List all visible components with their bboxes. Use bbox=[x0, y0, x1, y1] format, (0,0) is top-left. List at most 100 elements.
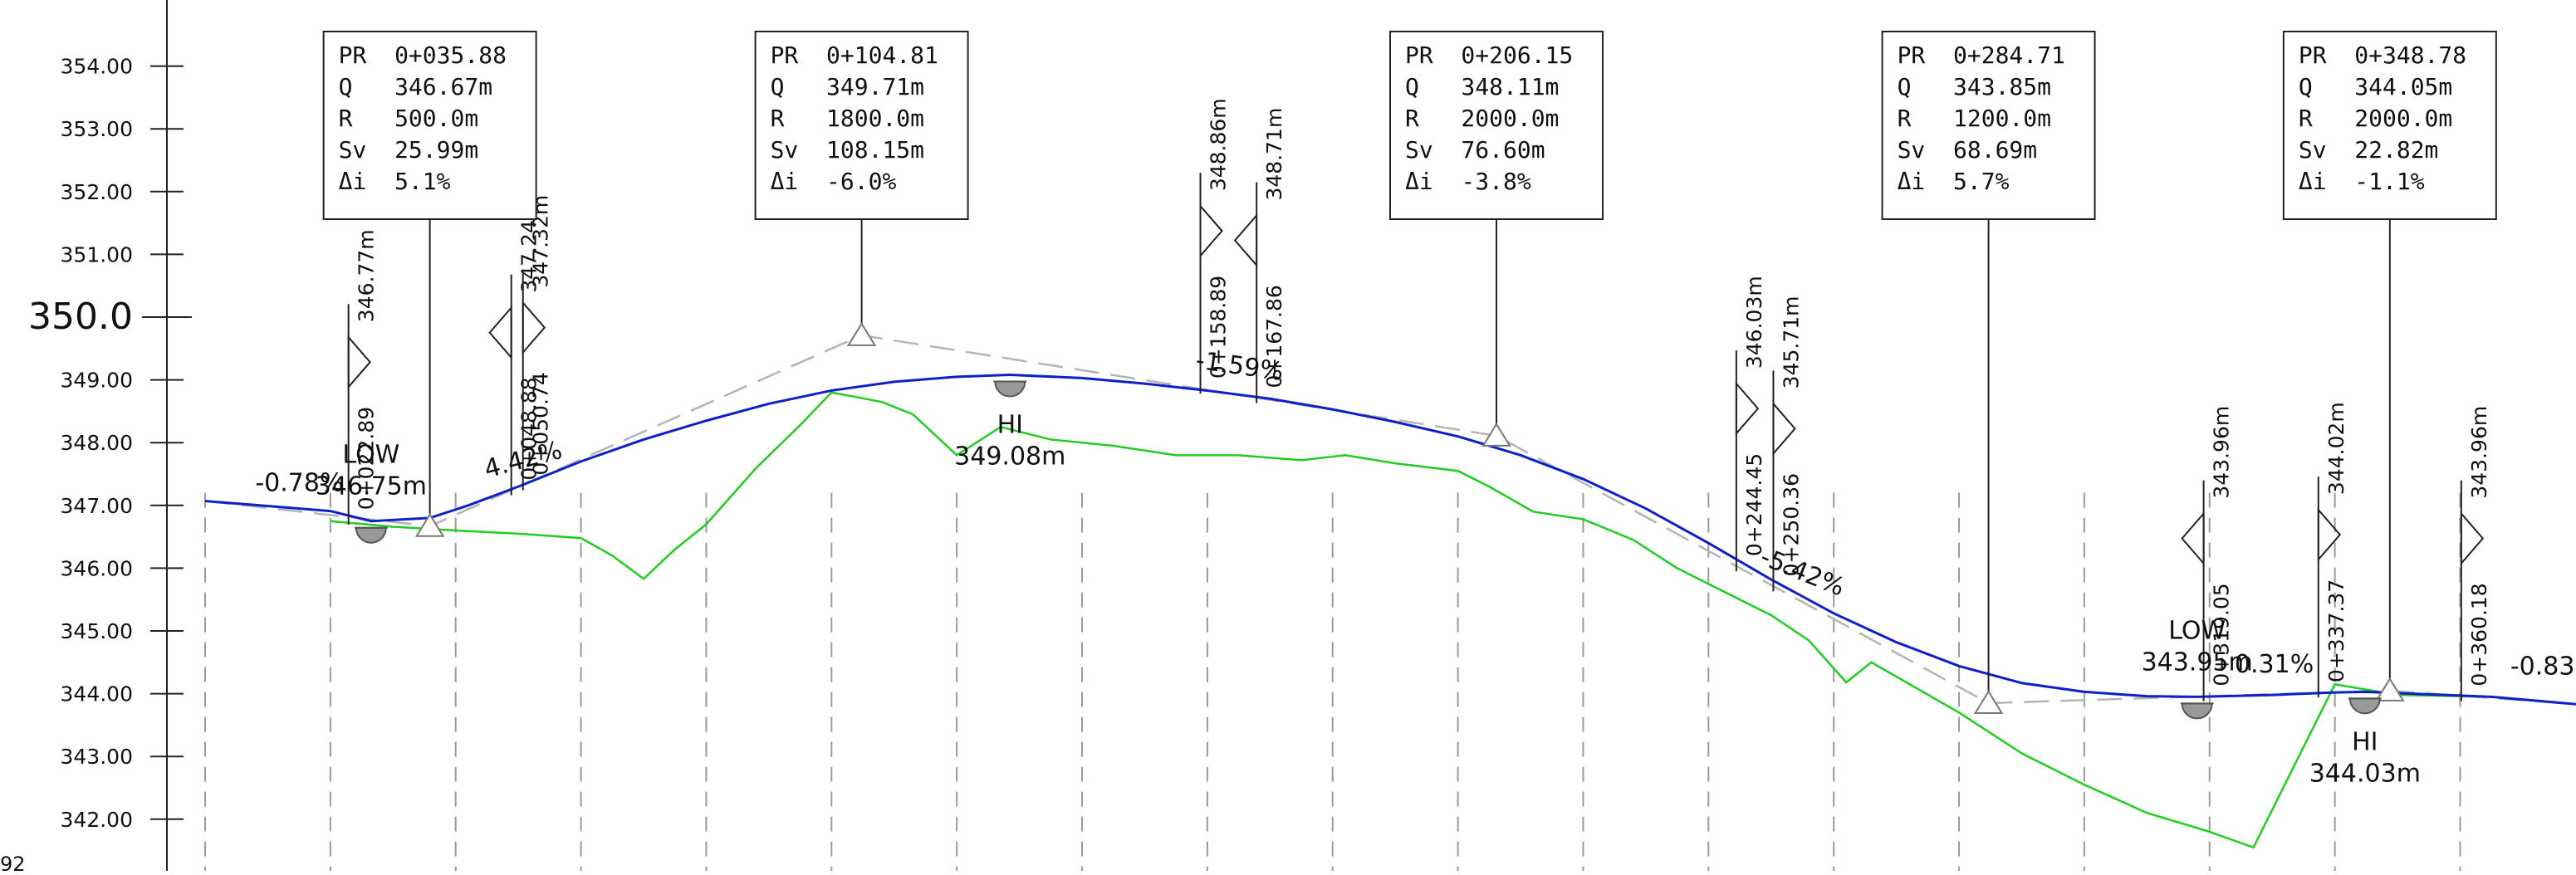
tangent-point-station: 0+022.89 bbox=[355, 407, 379, 510]
tangent-point: 0+337.37 344.02m bbox=[2317, 402, 2348, 698]
extreme-point-icon bbox=[355, 526, 387, 544]
design-profile bbox=[204, 374, 2576, 706]
extreme-point-type: LOW bbox=[2168, 616, 2226, 645]
curve-label-line: Δi -3.8% bbox=[1405, 168, 1531, 195]
extreme-point: HI 344.03m bbox=[2309, 697, 2421, 788]
extreme-point-type: LOW bbox=[342, 441, 399, 470]
tangent-point: 0+244.45 346.03m bbox=[1735, 276, 1766, 572]
pvi-triangle-icon bbox=[2375, 677, 2405, 701]
tangent-point-elevation: 348.86m bbox=[1207, 98, 1231, 191]
curve-label-line: PR 0+284.71 bbox=[1898, 42, 2065, 69]
pvi-triangle-icon bbox=[1973, 690, 2004, 714]
tangent-point-elevation: 344.02m bbox=[2324, 402, 2348, 495]
grade-label: 0.31% bbox=[2235, 650, 2314, 679]
curve-label-line: Sv 68.69m bbox=[1898, 136, 2038, 164]
curve-label: PR 0+348.78 Q 344.05m R 2000.0m Sv 22.82m Δi… bbox=[2282, 31, 2497, 701]
elevation-tick-label: 346.00 bbox=[61, 556, 133, 580]
tangent-point: 0+167.86 348.71m bbox=[1233, 108, 1286, 403]
elevation-tick-label: 354.00 bbox=[61, 55, 133, 79]
tangent-point-elevation: 348.71m bbox=[1262, 108, 1286, 201]
station-grid bbox=[204, 492, 2461, 871]
curve-label-box bbox=[754, 31, 969, 220]
elevation-tick-label: 351.00 bbox=[61, 242, 133, 266]
curve-label-line: Sv 108.15m bbox=[771, 136, 924, 164]
extreme-point-icon bbox=[2348, 697, 2381, 715]
curve-label-line: Δi 5.7% bbox=[1898, 168, 2010, 195]
curve-label-line: Q 344.05m bbox=[2299, 73, 2452, 100]
tangent-point-elevation: 343.96m bbox=[2467, 406, 2491, 499]
tangent-point-elevation: 346.77m bbox=[355, 229, 379, 322]
curve-label-line: R 1200.0m bbox=[1898, 105, 2051, 132]
curve-label-line: PR 0+104.81 bbox=[771, 42, 938, 69]
extreme-point-elevation: 346.75m bbox=[316, 472, 427, 501]
pvi-triangle-icon bbox=[1481, 422, 1511, 447]
design-grade-line bbox=[204, 374, 2576, 706]
curve-label-line: Sv 76.60m bbox=[1405, 136, 1545, 164]
tangent-point-flag-icon bbox=[1772, 401, 1796, 457]
grade-label: -0.83% bbox=[2510, 652, 2576, 681]
pvi-triangle-icon bbox=[846, 322, 877, 346]
elevation-axis: 354.00 353.00 352.00 351.00 350.0 349.00 348.0… bbox=[0, 0, 192, 875]
tangent-point: 0+360.18 343.96m bbox=[2460, 406, 2491, 701]
tangent-point-station: 0+158.89 bbox=[1207, 276, 1231, 379]
tangent-point-station: 0+048.88 bbox=[517, 377, 541, 480]
elevation-tick-label: 347.00 bbox=[61, 494, 133, 518]
curve-label-line: Q 349.71m bbox=[771, 73, 924, 100]
extreme-point-elevation: 349.08m bbox=[954, 442, 1065, 472]
axis-corner-label: 92 bbox=[0, 853, 26, 871]
tangent-point-station: 0+360.18 bbox=[2467, 583, 2491, 686]
ground-line bbox=[330, 391, 2576, 849]
tangent-point-flag-icon bbox=[2181, 511, 2205, 566]
curve-label-line: Q 348.11m bbox=[1405, 73, 1559, 100]
curve-label-line: PR 0+035.88 bbox=[339, 42, 507, 69]
extreme-point-elevation: 344.03m bbox=[2309, 759, 2421, 788]
tangent-point-elevation: 343.96m bbox=[2210, 406, 2234, 499]
tangent-point-flag-icon bbox=[347, 335, 371, 389]
curve-label: PR 0+206.15 Q 348.11m R 2000.0m Sv 76.60m Δi… bbox=[1388, 31, 1604, 447]
tangent-point: 0+250.36 345.71m bbox=[1772, 296, 1803, 592]
tangent-point-elevation: 345.71m bbox=[1779, 296, 1803, 389]
tangent-point-flag-icon bbox=[1735, 381, 1760, 436]
tangent-point-flag-icon bbox=[2317, 507, 2342, 562]
tangent-point-flag-icon bbox=[2460, 511, 2485, 566]
curve-label-box bbox=[1881, 31, 2096, 220]
curve-label-line: Δi 5.1% bbox=[339, 168, 451, 195]
tangent-point-flag-icon bbox=[1233, 213, 1258, 268]
extreme-point-icon bbox=[2181, 702, 2213, 720]
ground-profile bbox=[330, 391, 2576, 849]
tangent-point: 0+158.89 348.86m bbox=[1199, 98, 1231, 394]
grade-label: -0.78% bbox=[255, 469, 343, 498]
curve-label-box bbox=[1388, 31, 1604, 220]
curve-label-line: R 1800.0m bbox=[771, 105, 924, 132]
curve-label-line: PR 0+206.15 bbox=[1405, 42, 1573, 69]
curve-label-line: Q 343.85m bbox=[1898, 73, 2051, 100]
tangent-point-station: 0+250.36 bbox=[1779, 473, 1803, 576]
elevation-tick-label: 348.00 bbox=[61, 431, 133, 455]
tangent-point-station: 0+050.74 bbox=[529, 372, 553, 475]
tangent-point-station: 0+244.45 bbox=[1742, 453, 1766, 556]
curve-label-line: Δi -6.0% bbox=[771, 168, 897, 195]
tangent-point: 0+022.89 346.77m bbox=[347, 229, 379, 525]
tangent-point-flag-icon bbox=[522, 300, 546, 355]
extreme-point: LOW 343.95m bbox=[2142, 616, 2253, 720]
curve-label-line: Q 346.67m bbox=[339, 73, 492, 100]
elevation-tick-label: 352.00 bbox=[61, 180, 133, 204]
curve-label: PR 0+104.81 Q 349.71m R 1800.0m Sv 108.15m Δ… bbox=[754, 31, 969, 346]
tangent-point: 0+319.05 343.96m bbox=[2181, 406, 2234, 701]
elevation-tick-label: 343.00 bbox=[61, 745, 133, 769]
curve-labels: PR 0+035.88 Q 346.67m R 500.0m Sv 25.99m Δi … bbox=[322, 31, 2497, 714]
tangent-point-station: 0+319.05 bbox=[2210, 583, 2234, 686]
curve-label-box bbox=[322, 31, 537, 220]
elevation-tick-label: 353.00 bbox=[61, 117, 133, 141]
elevation-tick-label: 345.00 bbox=[61, 619, 133, 643]
curve-label-line: Sv 25.99m bbox=[339, 136, 479, 164]
curve-label-line: R 2000.0m bbox=[1405, 105, 1559, 132]
curve-label: PR 0+284.71 Q 343.85m R 1200.0m Sv 68.69m Δi… bbox=[1881, 31, 2096, 714]
curve-label: PR 0+035.88 Q 346.67m R 500.0m Sv 25.99m Δi … bbox=[322, 31, 537, 537]
extreme-point-type: HI bbox=[2352, 727, 2378, 756]
curve-label-line: R 500.0m bbox=[339, 105, 479, 132]
